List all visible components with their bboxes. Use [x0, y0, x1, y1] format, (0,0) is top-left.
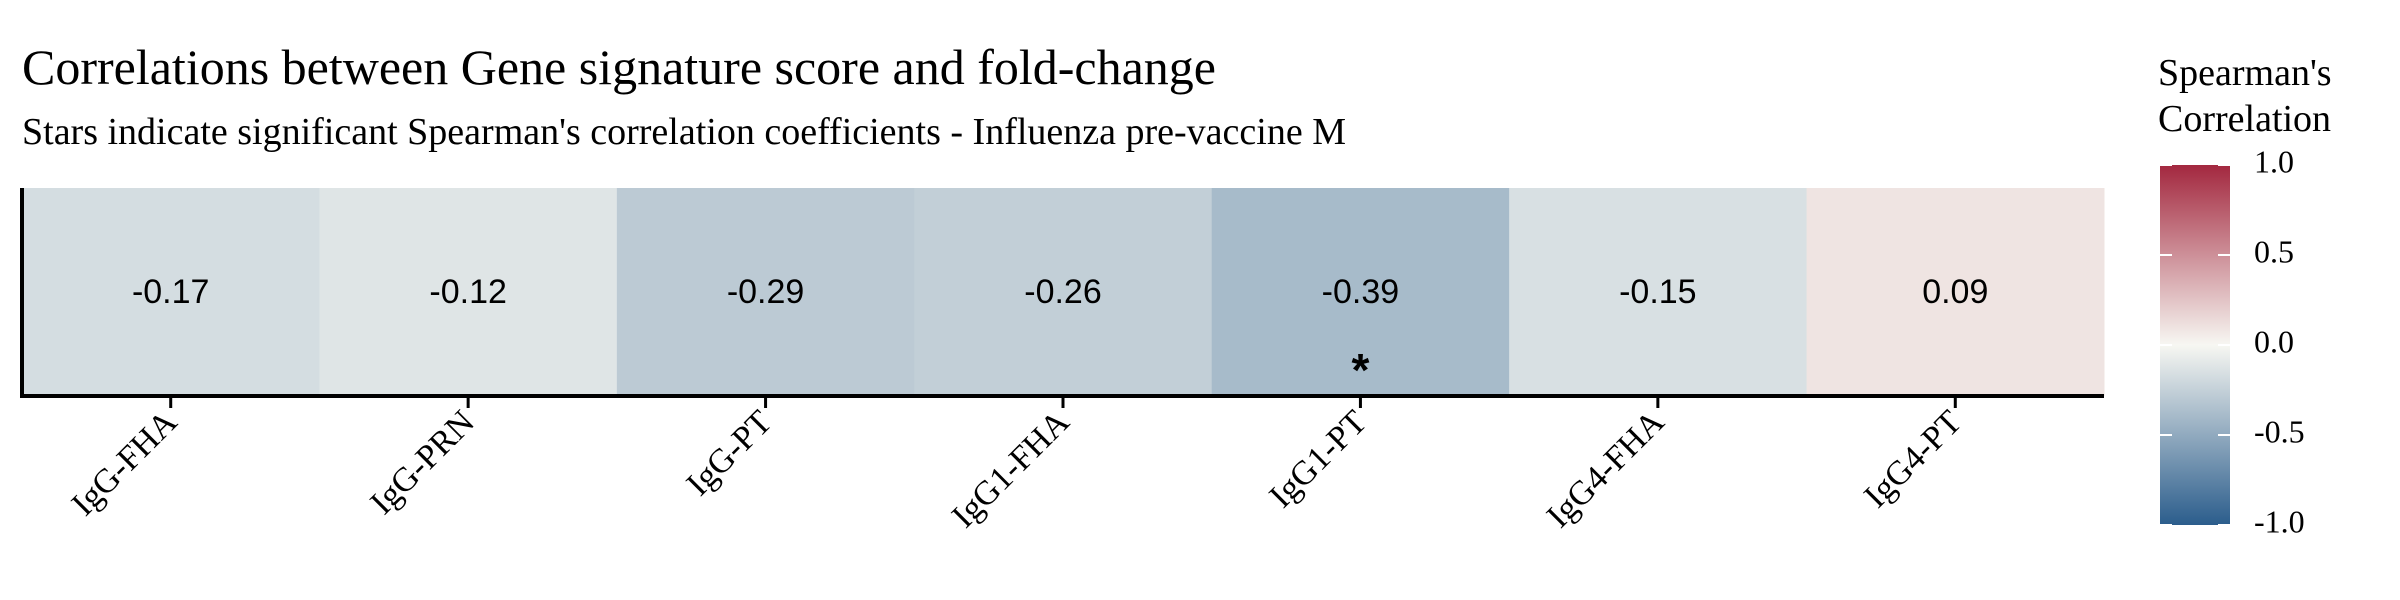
x-tick-label-igg1-fha: IgG1-FHA: [945, 403, 1077, 535]
cell-value-labels: -0.17 -0.12 -0.29 -0.26 -0.39 -0.15 0.09: [132, 273, 1988, 311]
heatmap-cell-igg-pt: [616, 188, 915, 396]
cell-value-label-igg-fha: -0.17: [132, 273, 210, 311]
cell-value-label-igg4-pt: 0.09: [1922, 273, 1988, 311]
legend-tick-label: 0.0: [2254, 323, 2294, 359]
chart-subtitle: Stars indicate significant Spearman's co…: [22, 111, 1346, 153]
cell-value-label-igg-pt: -0.29: [727, 273, 805, 311]
cell-value-label-igg1-pt: -0.39: [1322, 273, 1400, 311]
legend-title-line-2: Correlation: [2158, 98, 2332, 140]
x-tick-label-igg1-pt: IgG1-PT: [1262, 403, 1374, 515]
x-tick-label-igg-pt: IgG-PT: [680, 403, 780, 503]
cell-value-label-igg1-fha: -0.26: [1024, 273, 1102, 311]
legend-title: Spearman's Correlation: [2158, 50, 2332, 142]
legend-tick-label: -1.0: [2254, 503, 2305, 539]
heatmap-cell-igg1-pt: [1211, 188, 1510, 396]
color-legend: 1.0 0.5 0.0 -0.5 -1.0: [2160, 143, 2305, 539]
legend-tick-label: 0.5: [2254, 233, 2294, 269]
chart-title: Correlations between Gene signature scor…: [22, 39, 1216, 95]
heatmap-cell-igg1-fha: [914, 188, 1213, 396]
x-tick-label-igg-fha: IgG-FHA: [65, 403, 185, 523]
heatmap-cell-igg-fha: [22, 188, 320, 396]
x-tick-label-igg4-pt: IgG4-PT: [1857, 403, 1969, 515]
heatmap-cell-igg-prn: [319, 188, 618, 396]
significance-star-igg1-pt: *: [1351, 344, 1369, 396]
cell-value-label-igg-prn: -0.12: [429, 273, 507, 311]
heatmap-cell-igg4-fha: [1509, 188, 1808, 396]
legend-tick-label: 1.0: [2254, 143, 2294, 179]
legend-title-line-1: Spearman's: [2158, 52, 2332, 94]
x-axis-tick-labels: IgG-FHA IgG-PRN IgG-PT IgG1-FHA IgG1-PT IgG4-…: [65, 403, 1969, 535]
x-axis-ticks: [169, 396, 1957, 408]
x-tick-label-igg-prn: IgG-PRN: [363, 403, 481, 521]
x-tick-label-igg4-fha: IgG4-FHA: [1540, 403, 1672, 535]
significance-stars: *: [1351, 344, 1369, 396]
cell-value-label-igg4-fha: -0.15: [1619, 273, 1697, 311]
heatmap-cells: [22, 188, 2105, 396]
heatmap-cell-igg4-pt: [1806, 188, 2105, 396]
legend-tick-label: -0.5: [2254, 413, 2305, 449]
